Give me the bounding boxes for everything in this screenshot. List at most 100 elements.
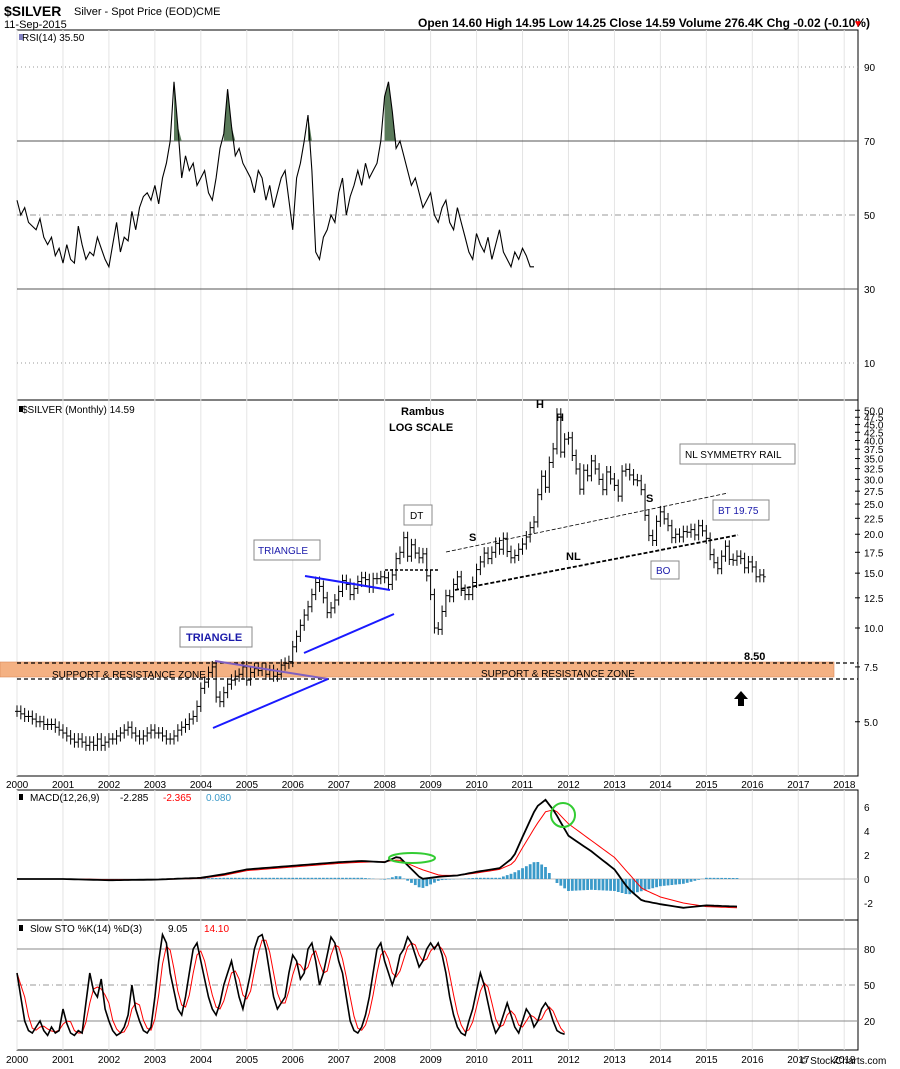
macd-hist-bar [689, 879, 693, 882]
macd-hist-bar [681, 879, 685, 884]
macd-hist-bar [390, 877, 394, 879]
macd-hist-bar [260, 877, 264, 879]
sto-year-label: 2011 [512, 1055, 534, 1066]
macd-hist-bar [708, 877, 712, 879]
symbol-description: Silver - Spot Price (EOD) [74, 6, 196, 18]
macd-hist-bar [509, 873, 513, 879]
annotation-dt: DT [410, 511, 423, 522]
nl-symmetry-rail [445, 492, 729, 553]
macd-hist-bar [356, 877, 360, 879]
macd-hist-bar [482, 877, 486, 879]
price-year-label: 2003 [144, 780, 167, 791]
macd-hist-bar [586, 879, 590, 890]
macd-hist-bar [475, 877, 478, 879]
price-year-label: 2008 [374, 780, 397, 791]
quote-summary: Open 14.60 High 14.95 Low 14.25 Close 14… [418, 16, 870, 30]
macd-hist-bar [245, 877, 249, 879]
macd-hist-bar [628, 879, 632, 895]
macd-hist-bar [402, 878, 406, 879]
sto-year-label: 2014 [649, 1055, 672, 1066]
macd-tick-label: 6 [864, 803, 870, 814]
macd-hist-bar [406, 879, 410, 881]
macd-hist-bar [636, 879, 639, 893]
macd-signal-value: -2.365 [163, 793, 192, 804]
price-year-label: 2011 [512, 780, 534, 791]
macd-hist-bar [597, 879, 601, 891]
sto-k-line [16, 931, 565, 1037]
sto-axis-ticks: 80 50 20 [864, 945, 876, 1028]
sto-tick-label: 80 [864, 945, 876, 956]
macd-line [17, 798, 738, 909]
macd-hist-bar [547, 873, 551, 879]
macd-hist-bar [237, 877, 241, 879]
sto-year-label: 2007 [328, 1055, 351, 1066]
macd-hist-bar [632, 879, 635, 894]
price-year-label: 2007 [328, 780, 351, 791]
symbol-title: $SILVER [4, 3, 61, 19]
annotation-log-scale: LOG SCALE [389, 422, 453, 434]
sto-d-value: 14.10 [204, 924, 229, 935]
price-year-label: 2016 [741, 780, 764, 791]
macd-hist-bar [306, 877, 310, 879]
sto-d-line [16, 939, 565, 1034]
macd-hist-bar [536, 862, 540, 879]
sto-year-label: 2018 [833, 1055, 856, 1066]
macd-hist-bar [230, 877, 233, 879]
macd-hist-bar [302, 877, 306, 879]
macd-hist-value: 0.080 [206, 793, 231, 804]
price-tick-label: 45.0 [864, 421, 884, 432]
annotation-neckline: NL [566, 551, 581, 563]
macd-hist-bar [394, 876, 398, 879]
rsi-label: RSI(14) 35.50 [22, 33, 85, 44]
triangle-upper-bottom-line [303, 613, 395, 654]
rsi-overbought-fill [174, 81, 397, 141]
price-axis-ticks: 50.047.545.042.540.037.535.032.530.027.5… [855, 406, 884, 729]
macd-hist-bar [318, 877, 321, 879]
macd-tick-label: -2 [864, 899, 873, 910]
macd-hist-bar [716, 877, 720, 879]
annotation-head-1: H [536, 399, 544, 411]
macd-hist-bar [590, 879, 593, 890]
sto-year-label: 2009 [420, 1055, 443, 1066]
annotation-shoulder-right: S [646, 493, 653, 505]
macd-hist-bar [678, 879, 681, 885]
price-tick-label: 17.5 [864, 548, 884, 559]
price-year-label: 2006 [282, 780, 305, 791]
bo-callout-box [650, 560, 680, 580]
price-tick-label: 10.0 [864, 624, 884, 635]
macd-hist-bar [724, 877, 727, 879]
dt-callout-box [403, 504, 433, 526]
triangle-callout-box-upper [253, 539, 321, 561]
macd-hist-bar [283, 877, 287, 879]
sto-year-label: 2012 [557, 1055, 580, 1066]
macd-hist-bar [727, 877, 731, 879]
macd-hist-bar [670, 879, 674, 885]
triangle-upper-top-line [304, 575, 391, 591]
macd-hist-bar [325, 877, 329, 879]
sto-tick-label: 50 [864, 981, 876, 992]
macd-hist-bar [570, 879, 574, 891]
sto-legend: Slow STO %K(14) %D(3) 9.05 14.10 [19, 924, 229, 935]
macd-hist-bar [448, 879, 452, 880]
sto-label: Slow STO %K(14) %D(3) [30, 924, 142, 935]
macd-hist-bar [241, 877, 245, 879]
sto-year-label: 2006 [282, 1055, 305, 1066]
macd-hist-bar [662, 879, 666, 886]
sto-legend-swatch [19, 925, 23, 931]
macd-hist-bar [658, 879, 662, 887]
macd-hist-bar [298, 877, 302, 879]
macd-hist-bar [287, 877, 291, 879]
macd-hist-bar [348, 877, 352, 879]
macd-hist-bar [720, 877, 724, 879]
price-year-label: 2005 [236, 780, 259, 791]
macd-hist-bar [471, 878, 475, 879]
nl-symmetry-callout-box [679, 443, 796, 465]
price-tick-label: 7.5 [864, 663, 878, 674]
macd-hist-bar [544, 867, 547, 879]
sto-year-label: 2000 [6, 1055, 29, 1066]
macd-panel-frame [16, 789, 859, 921]
sto-year-label: 2008 [374, 1055, 397, 1066]
price-year-label: 2014 [649, 780, 672, 791]
macd-hist-bar [647, 879, 651, 890]
symbol-exchange: CME [196, 6, 220, 18]
